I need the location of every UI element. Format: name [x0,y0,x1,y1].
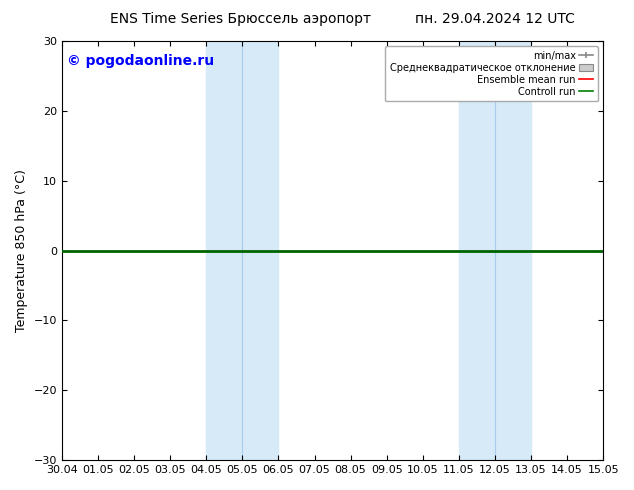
Bar [206,41,278,460]
Text: пн. 29.04.2024 12 UTC: пн. 29.04.2024 12 UTC [415,12,574,26]
Legend: min/max, Среднеквадратическое отклонение, Ensemble mean run, Controll run: min/max, Среднеквадратическое отклонение… [385,46,598,101]
Bar [459,41,531,460]
Y-axis label: Temperature 850 hPa (°C): Temperature 850 hPa (°C) [15,169,28,332]
Text: ENS Time Series Брюссель аэропорт: ENS Time Series Брюссель аэропорт [110,12,372,26]
Text: © pogodaonline.ru: © pogodaonline.ru [67,53,214,68]
